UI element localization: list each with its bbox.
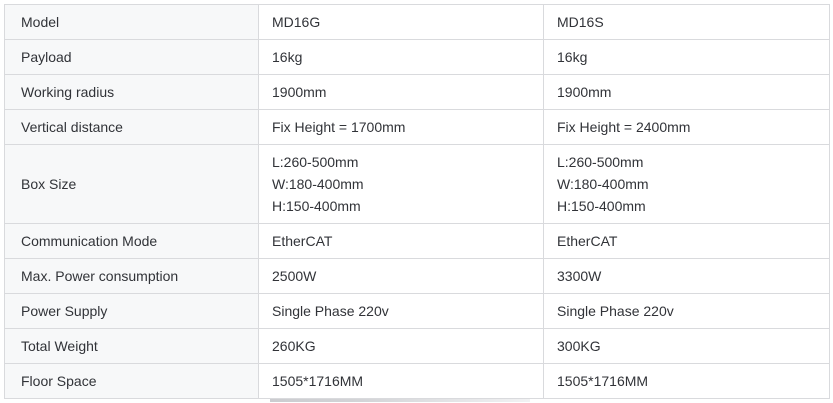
- value-md16s: L:260-500mm W:180-400mm H:150-400mm: [543, 144, 830, 224]
- table-row: Floor Space 1505*1716MM 1505*1716MM: [4, 363, 830, 399]
- table-row: Box Size L:260-500mm W:180-400mm H:150-40…: [4, 144, 830, 224]
- table-body: Payload 16kg 16kg Working radius 1900mm 1900m…: [4, 39, 830, 399]
- table-row: Max. Power consumption 2500W 3300W: [4, 258, 830, 294]
- row-label: Vertical distance: [4, 109, 259, 145]
- value-md16g: 1505*1716MM: [258, 363, 544, 399]
- value-md16g: Fix Height = 1700mm: [258, 109, 544, 145]
- row-label: Floor Space: [4, 363, 259, 399]
- header-model-md16s: MD16S: [543, 4, 830, 40]
- value-md16g: Single Phase 220v: [258, 293, 544, 329]
- header-model-label: Model: [4, 4, 259, 40]
- row-label: Box Size: [4, 144, 259, 224]
- header-model-md16g: MD16G: [258, 4, 544, 40]
- value-md16g: 2500W: [258, 258, 544, 294]
- value-md16s: 1900mm: [543, 74, 830, 110]
- row-label: Total Weight: [4, 328, 259, 364]
- value-md16g: L:260-500mm W:180-400mm H:150-400mm: [258, 144, 544, 224]
- value-md16g: 260KG: [258, 328, 544, 364]
- row-label: Communication Mode: [4, 223, 259, 259]
- table-row: Total Weight 260KG 300KG: [4, 328, 830, 364]
- value-md16g: 16kg: [258, 39, 544, 75]
- value-md16g: 1900mm: [258, 74, 544, 110]
- table-header-row: Model MD16G MD16S: [4, 4, 830, 40]
- table-row: Communication Mode EtherCAT EtherCAT: [4, 223, 830, 259]
- row-label: Payload: [4, 39, 259, 75]
- value-md16s: Single Phase 220v: [543, 293, 830, 329]
- spec-comparison-table: Model MD16G MD16S Payload 16kg 16kg Working…: [4, 4, 830, 399]
- value-md16g: EtherCAT: [258, 223, 544, 259]
- table-row: Power Supply Single Phase 220v Single Phas…: [4, 293, 830, 329]
- row-label: Power Supply: [4, 293, 259, 329]
- table-row: Payload 16kg 16kg: [4, 39, 830, 75]
- value-md16s: 300KG: [543, 328, 830, 364]
- value-md16s: EtherCAT: [543, 223, 830, 259]
- value-md16s: 16kg: [543, 39, 830, 75]
- table-row: Working radius 1900mm 1900mm: [4, 74, 830, 110]
- value-md16s: 1505*1716MM: [543, 363, 830, 399]
- cut-off-content-artifact: [270, 399, 530, 402]
- table-row: Vertical distance Fix Height = 1700mm Fix …: [4, 109, 830, 145]
- row-label: Max. Power consumption: [4, 258, 259, 294]
- value-md16s: Fix Height = 2400mm: [543, 109, 830, 145]
- value-md16s: 3300W: [543, 258, 830, 294]
- row-label: Working radius: [4, 74, 259, 110]
